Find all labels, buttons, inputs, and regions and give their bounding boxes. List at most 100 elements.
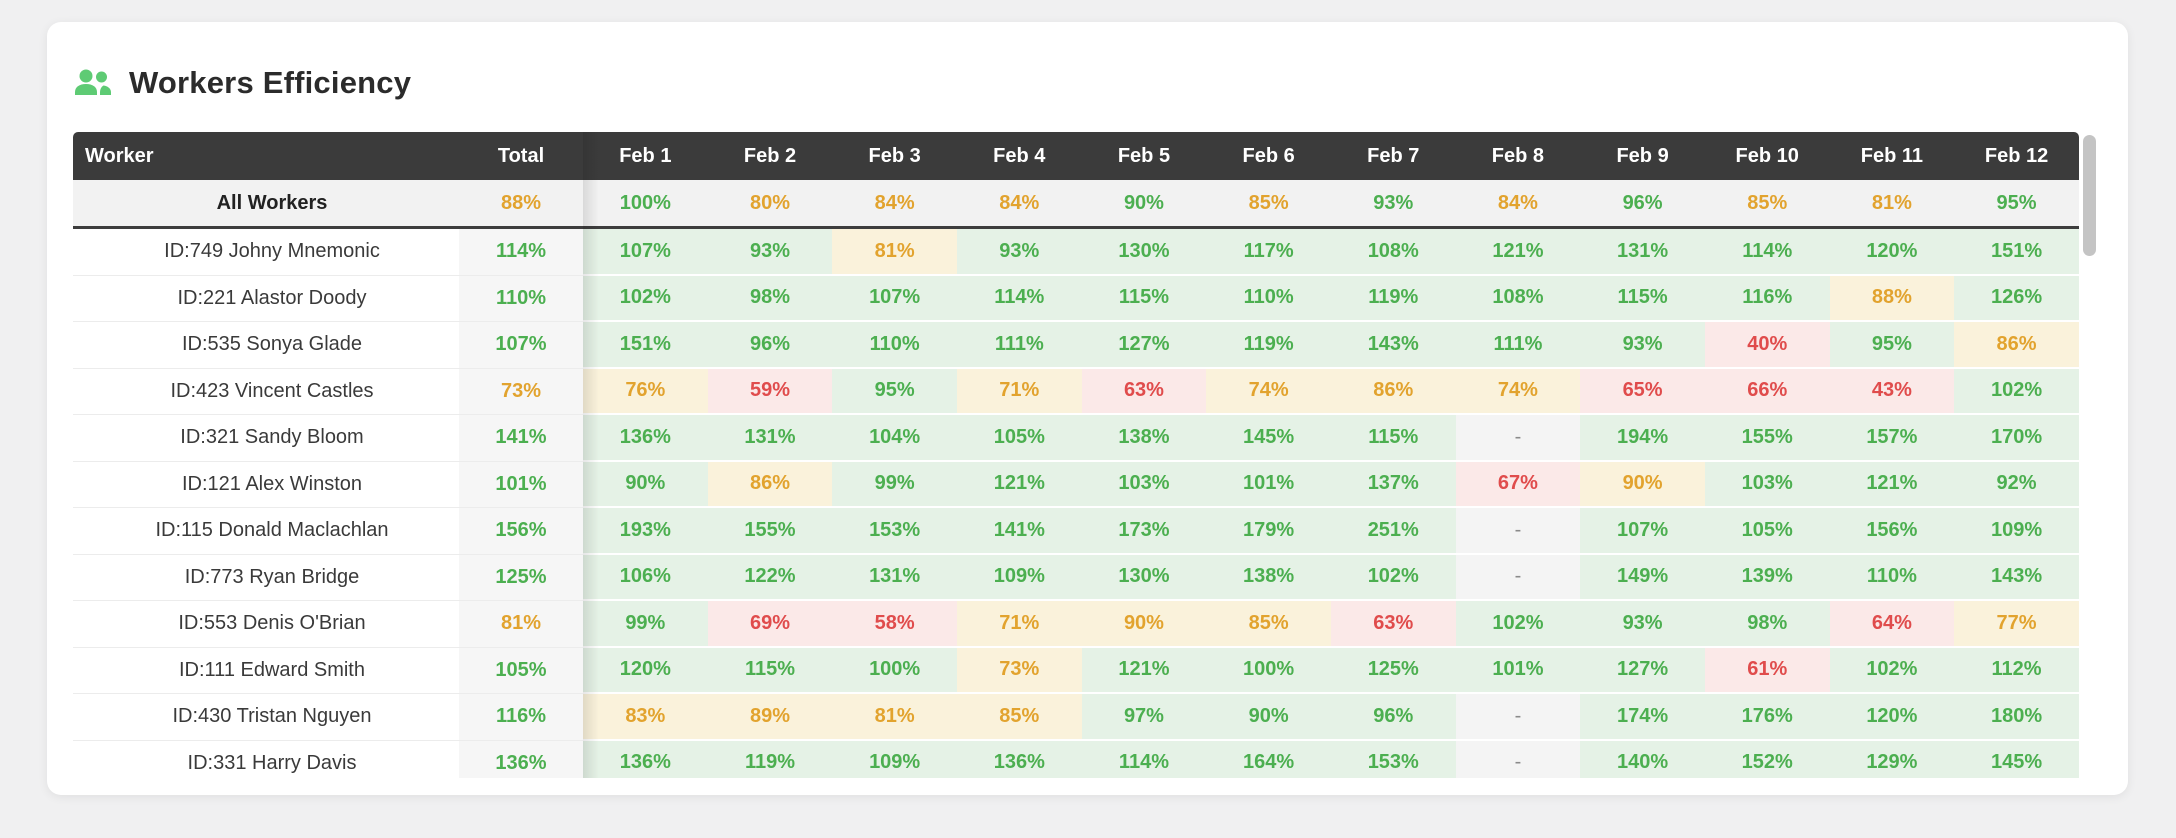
efficiency-cell: 173% [1081,508,1207,555]
efficiency-cell: 43% [1829,368,1955,415]
efficiency-cell: 107% [832,275,957,322]
efficiency-cell: 81% [832,229,957,276]
efficiency-cell: - [1455,694,1581,741]
efficiency-cell: - [1455,554,1581,601]
summary-label: All Workers [73,180,459,226]
total-cell: 73% [459,368,583,415]
efficiency-cell: 85% [1206,601,1331,648]
efficiency-cell: 157% [1829,415,1955,462]
efficiency-cell: 69% [707,601,833,648]
column-header: Feb 6 [1206,132,1331,180]
efficiency-cell: 140% [1580,740,1705,778]
efficiency-cell: 93% [1580,322,1705,369]
efficiency-cell: 83% [583,694,708,741]
efficiency-cell: 61% [1704,647,1830,694]
efficiency-cell: 102% [1829,647,1955,694]
vertical-scrollbar-thumb[interactable] [2083,135,2096,256]
column-header: Worker [73,132,459,180]
column-header: Feb 12 [1954,132,2079,180]
total-cell: 101% [459,461,583,508]
efficiency-cell: 174% [1580,694,1705,741]
efficiency-cell: 95% [832,368,957,415]
worker-name-cell: ID:221 Alastor Doody [73,275,459,322]
total-cell: 110% [459,275,583,322]
efficiency-cell: 145% [1206,415,1331,462]
efficiency-cell: 58% [832,601,957,648]
worker-name-cell: ID:773 Ryan Bridge [73,554,459,601]
efficiency-cell: 98% [707,275,833,322]
card-header: Workers Efficiency [47,22,2128,102]
table-row: ID:121 Alex Winston 101% 90% 86% 99% 121% 103%… [73,461,2079,508]
worker-name-cell: ID:321 Sandy Bloom [73,415,459,462]
efficiency-cell: 107% [1580,508,1705,555]
efficiency-cell: 90% [1081,601,1207,648]
efficiency-cell: 137% [1330,461,1456,508]
efficiency-cell: 99% [832,461,957,508]
worker-name-cell: ID:115 Donald Maclachlan [73,508,459,555]
efficiency-cell: 102% [1330,554,1456,601]
total-cell: 114% [459,229,583,276]
efficiency-cell: 96% [707,322,833,369]
column-header: Feb 9 [1580,132,1705,180]
column-header: Feb 4 [956,132,1082,180]
column-header: Total [459,132,583,180]
column-header: Feb 3 [832,132,957,180]
efficiency-cell: 100% [583,180,708,226]
efficiency-cell: 120% [1829,229,1955,276]
efficiency-cell: 100% [832,647,957,694]
efficiency-cell: 90% [583,461,708,508]
efficiency-cell: 126% [1954,275,2079,322]
efficiency-cell: 110% [1829,554,1955,601]
efficiency-cell: 136% [583,415,708,462]
efficiency-cell: 138% [1206,554,1331,601]
efficiency-cell: 102% [583,275,708,322]
efficiency-cell: 121% [1455,229,1581,276]
efficiency-cell: 111% [1455,322,1581,369]
column-header: Feb 11 [1829,132,1955,180]
efficiency-cell: 115% [1330,415,1456,462]
workers-efficiency-card: Workers Efficiency Worker Total Feb 1 Feb 2… [47,22,2128,795]
efficiency-cell: 88% [1829,275,1955,322]
efficiency-cell: 105% [1704,508,1830,555]
efficiency-cell: 90% [1206,694,1331,741]
efficiency-cell: - [1455,740,1581,778]
efficiency-cell: 76% [583,368,708,415]
worker-name-cell: ID:553 Denis O'Brian [73,601,459,648]
efficiency-cell: 116% [1704,275,1830,322]
efficiency-cell: 85% [1704,180,1830,226]
worker-name-cell: ID:423 Vincent Castles [73,368,459,415]
efficiency-cell: 136% [956,740,1082,778]
efficiency-cell: 130% [1081,554,1207,601]
efficiency-cell: 139% [1704,554,1830,601]
worker-name-cell: ID:430 Tristan Nguyen [73,694,459,741]
efficiency-cell: 71% [956,368,1082,415]
efficiency-cell: 65% [1580,368,1705,415]
efficiency-cell: 110% [832,322,957,369]
efficiency-cell: 115% [1580,275,1705,322]
table-row: ID:221 Alastor Doody 110% 102% 98% 107% 114% 1… [73,275,2079,322]
total-cell: 107% [459,322,583,369]
efficiency-cell: 131% [707,415,833,462]
column-header: Feb 10 [1704,132,1830,180]
efficiency-cell: 84% [956,180,1082,226]
column-header: Feb 8 [1455,132,1581,180]
efficiency-cell: 119% [707,740,833,778]
efficiency-cell: 127% [1580,647,1705,694]
table-row: ID:553 Denis O'Brian 81% 99% 69% 58% 71% 90% 85… [73,601,2079,648]
column-header: Feb 7 [1330,132,1456,180]
efficiency-cell: 67% [1455,461,1581,508]
efficiency-cell: 109% [832,740,957,778]
efficiency-cell: 100% [1206,647,1331,694]
efficiency-cell: 74% [1455,368,1581,415]
table-row: ID:430 Tristan Nguyen 116% 83% 89% 81% 85% 97%… [73,694,2079,741]
efficiency-cell: 143% [1954,554,2079,601]
worker-name-cell: ID:331 Harry Davis [73,740,459,778]
efficiency-cell: 86% [1954,322,2079,369]
efficiency-cell: 96% [1580,180,1705,226]
efficiency-cell: 93% [707,229,833,276]
total-cell: 116% [459,694,583,741]
efficiency-cell: 119% [1206,322,1331,369]
efficiency-cell: 40% [1704,322,1830,369]
efficiency-cell: 90% [1580,461,1705,508]
efficiency-cell: 59% [707,368,833,415]
